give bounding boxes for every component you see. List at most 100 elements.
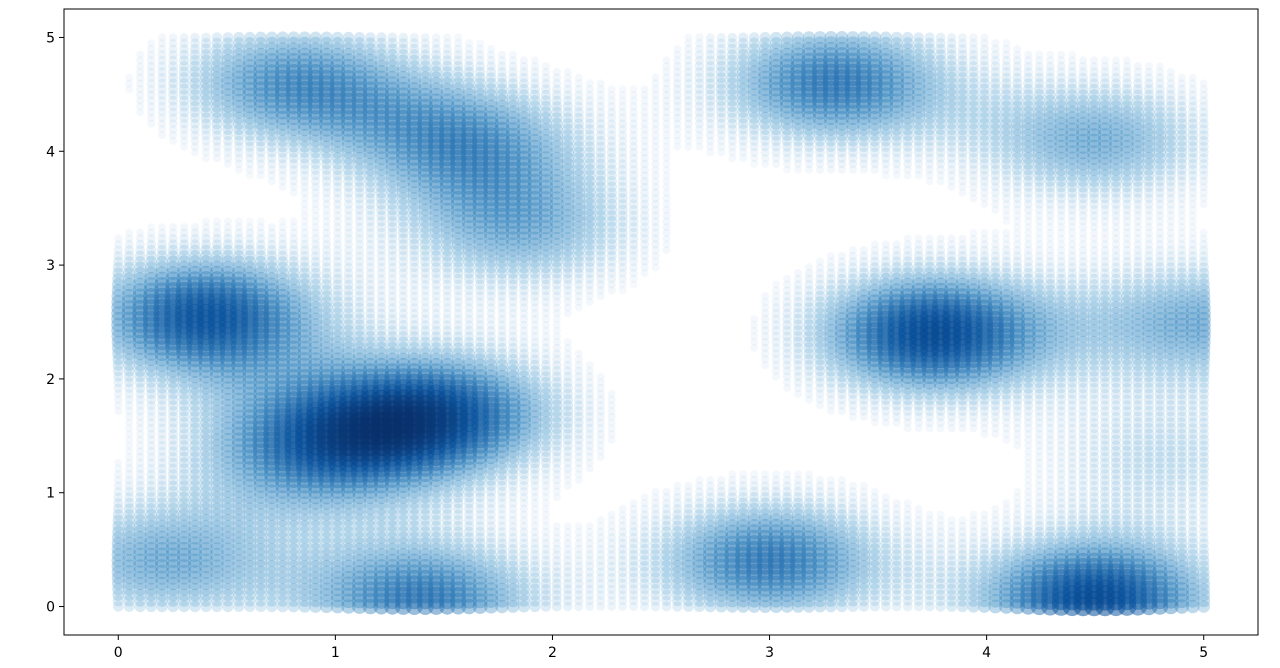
scatter-point [135, 412, 145, 422]
scatter-point [947, 177, 956, 186]
scatter-point [519, 303, 529, 312]
scatter-point [278, 177, 287, 186]
scatter-point [651, 142, 660, 151]
scatter-point [793, 159, 803, 169]
scatter-point [924, 578, 935, 589]
scatter-point [826, 257, 836, 266]
scatter-point [717, 475, 726, 485]
scatter-point [1122, 234, 1132, 243]
scatter-point [969, 234, 978, 243]
scatter-point [1046, 50, 1055, 59]
scatter-point [1188, 234, 1198, 243]
scatter-point [158, 33, 167, 42]
scatter-point [519, 56, 529, 65]
scatter-point [1002, 211, 1011, 220]
scatter-point [1035, 56, 1044, 65]
scatter-point [859, 487, 868, 496]
scatter-point [574, 470, 583, 479]
scatter-point [969, 418, 978, 427]
scatter-point [322, 240, 331, 249]
scatter-point [673, 96, 682, 106]
scatter-point [881, 412, 891, 422]
scatter-point [870, 498, 880, 508]
scatter-point [782, 286, 792, 295]
scatter-point [673, 119, 682, 128]
scatter-point [585, 527, 594, 536]
scatter-point [519, 314, 529, 324]
scatter-point [1133, 211, 1143, 220]
scatter-point [552, 481, 561, 490]
scatter-point [662, 211, 671, 220]
scatter-point [673, 481, 682, 490]
scatter-point [300, 200, 309, 209]
scatter-point [695, 38, 704, 48]
scatter-point [1024, 458, 1033, 467]
scatter-point [705, 78, 716, 89]
scatter-point [530, 493, 540, 502]
scatter-point [805, 470, 813, 479]
scatter-point [684, 56, 693, 65]
scatter-point [1199, 240, 1208, 249]
scatter-point [136, 62, 145, 71]
scatter-point [190, 142, 200, 151]
scatter-point [1165, 451, 1177, 463]
scatter-point [607, 521, 616, 531]
scatter-point [541, 533, 551, 542]
scatter-point [585, 539, 594, 548]
scatter-point [881, 245, 891, 255]
scatter-point [147, 50, 156, 59]
scatter-point [1034, 251, 1044, 261]
scatter-point [936, 418, 945, 427]
scatter-point [158, 223, 167, 232]
scatter-point [684, 33, 693, 42]
scatter-point [1111, 211, 1121, 221]
scatter-point [1002, 39, 1011, 48]
scatter-point [629, 90, 638, 99]
scatter-point [508, 314, 518, 324]
scatter-point [563, 533, 572, 542]
scatter-point [640, 245, 649, 255]
scatter-point [136, 418, 145, 427]
scatter-point [574, 522, 583, 531]
scatter-point [530, 303, 540, 312]
scatter-point [651, 165, 660, 174]
scatter-point [662, 246, 671, 255]
scatter-point [202, 154, 210, 163]
scatter-point [508, 510, 518, 519]
scatter-point [596, 441, 605, 450]
scatter-point [594, 209, 607, 222]
scatter-point [1188, 205, 1197, 214]
scatter-point [596, 286, 605, 295]
scatter-point [552, 326, 561, 335]
scatter-point [662, 62, 671, 71]
scatter-point [662, 148, 671, 157]
scatter-point [695, 476, 704, 485]
scatter-point [1013, 234, 1022, 243]
scatter-point [179, 130, 189, 140]
scatter-point [1068, 234, 1077, 243]
scatter-point [574, 73, 583, 82]
scatter-point [1166, 240, 1176, 249]
scatter-point [673, 79, 682, 88]
scatter-point [585, 464, 594, 473]
scatter-point [617, 561, 628, 572]
scatter-point [596, 292, 605, 301]
scatter-point [662, 73, 671, 82]
scatter-point [880, 560, 892, 573]
scatter-point [1056, 61, 1066, 71]
scatter-point [1067, 61, 1077, 71]
scatter-point [684, 136, 693, 145]
scatter-point [618, 286, 627, 295]
scatter-point [497, 56, 507, 65]
scatter-point [1068, 228, 1077, 237]
scatter-point [1013, 424, 1022, 433]
scatter-point [640, 125, 649, 134]
scatter-point [265, 560, 278, 573]
scatter-point [903, 510, 912, 519]
scatter-point [276, 565, 289, 579]
scatter-point [199, 439, 213, 452]
scatter-point [958, 188, 967, 197]
scatter-point [750, 338, 759, 347]
scatter-point [267, 171, 276, 180]
scatter-point [245, 217, 254, 226]
